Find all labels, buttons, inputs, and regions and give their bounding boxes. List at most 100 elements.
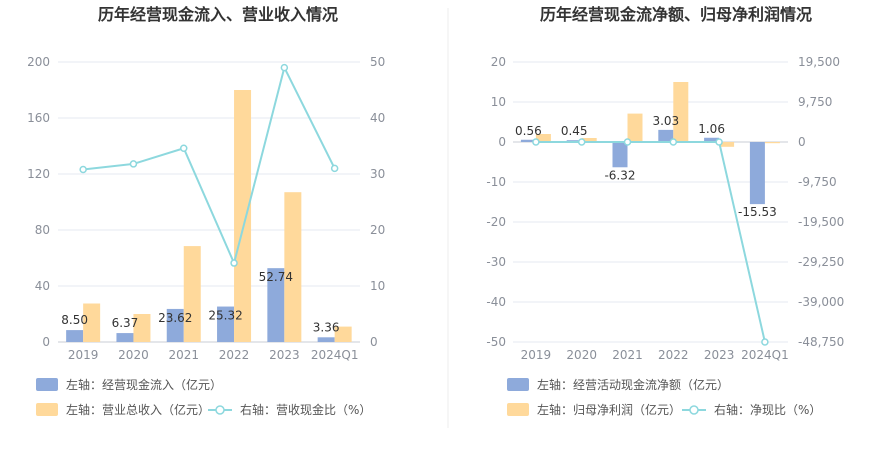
c2-bar-primary — [612, 142, 628, 168]
c2-x-tick-label: 2020 — [566, 348, 597, 362]
c2-bar-secondary — [719, 142, 735, 147]
c1-line-point — [330, 164, 339, 173]
c2-y-right-tick-label: -29,250 — [798, 255, 844, 269]
c2-bar-primary — [658, 129, 674, 142]
c2-chart-title: 历年经营现金流净额、归母净利润情况 — [540, 5, 812, 24]
c1-bar-secondary — [83, 303, 101, 342]
c2-y-left-tick-label: 0 — [498, 135, 506, 149]
c2-x-tick-label: 2022 — [658, 348, 689, 362]
c2-line-point — [623, 138, 632, 146]
c2-bar-data-label: 1.06 — [698, 122, 725, 136]
c1-legend-swatch-secondary — [36, 403, 58, 416]
c2-x-tick-label: 2024Q1 — [741, 348, 789, 362]
c2-legend-swatch-primary — [507, 378, 529, 391]
c1-bar-primary — [66, 330, 84, 342]
c2-bar-data-label: 3.03 — [652, 114, 679, 128]
c2-y-left-tick-label: -40 — [486, 295, 506, 309]
c1-y-right-tick-label: 0 — [370, 335, 378, 349]
c1-bar-data-label: 3.36 — [313, 320, 340, 334]
c2-line-series — [535, 141, 766, 343]
c1-legend-label-secondary: 左轴：营业总收入（亿元） — [66, 402, 210, 417]
c1-bar-primary — [217, 306, 235, 342]
c2-y-left-tick-label: -20 — [486, 215, 506, 229]
c1-y-right-tick-label: 30 — [370, 167, 385, 181]
c1-x-tick-label: 2023 — [269, 348, 300, 362]
c2-y-right-tick-label: 0 — [798, 135, 806, 149]
c2-y-right-tick-label: -39,000 — [798, 295, 844, 309]
c2-y-left-tick-label: -10 — [486, 175, 506, 189]
c2-bar-data-label: -6.32 — [604, 168, 635, 182]
c1-y-left-tick-label: 0 — [42, 335, 50, 349]
c2-x-tick-label: 2021 — [612, 348, 643, 362]
c2-y-right-tick-label: 19,500 — [798, 55, 840, 69]
c1-y-right-tick-label: 20 — [370, 223, 385, 237]
c1-bar-primary — [267, 268, 285, 342]
c2-x-tick-label: 2023 — [704, 348, 735, 362]
c1-line-point — [280, 63, 289, 72]
c2-legend-label-secondary: 左轴：归母净利润（亿元） — [537, 402, 681, 417]
c2-line-point — [577, 138, 586, 146]
c1-chart-title: 历年经营现金流入、营业收入情况 — [98, 5, 338, 24]
c2-line-point — [669, 138, 678, 146]
c2-bar-secondary — [673, 82, 689, 142]
c1-bar-data-label: 6.37 — [112, 316, 139, 330]
c2-line-point — [715, 138, 723, 146]
c1-legend-label-primary: 左轴：经营现金流入（亿元） — [66, 377, 222, 392]
c2-bar-data-label: 0.56 — [515, 124, 542, 138]
c1-x-tick-label: 2024Q1 — [311, 348, 359, 362]
c2-line-point — [532, 138, 540, 146]
c2-bar-data-label: -15.53 — [738, 205, 777, 219]
c2-bar-secondary — [581, 138, 597, 142]
c1-bar-secondary — [334, 326, 352, 342]
c1-line-point — [79, 165, 87, 174]
c1-x-tick-label: 2020 — [118, 348, 149, 362]
c2-bar-primary — [520, 139, 536, 142]
c1-legend-label-line: 右轴：营收现金比（%） — [240, 402, 371, 417]
c1-bar-primary — [317, 337, 335, 342]
c1-y-right-tick-label: 40 — [370, 111, 385, 125]
c1-bar-data-label: 8.50 — [61, 313, 88, 327]
c1-line-point — [129, 160, 138, 168]
c1-bar-primary — [116, 333, 134, 342]
c1-line-point — [180, 144, 188, 152]
c2-bar-primary — [704, 137, 720, 142]
c1-legend-swatch-primary — [36, 378, 58, 391]
c2-line-point — [761, 338, 769, 346]
c1-bar-secondary — [183, 246, 201, 342]
c2-y-left-tick-label: 10 — [491, 95, 506, 109]
c1-legend-line-marker — [215, 405, 225, 415]
c1-y-left-tick-label: 80 — [35, 223, 50, 237]
c2-y-right-tick-label: -19,500 — [798, 215, 844, 229]
c2-bar-primary — [749, 142, 765, 205]
c1-bar-primary — [166, 308, 184, 342]
c1-line-series — [83, 64, 336, 267]
c1-y-left-tick-label: 160 — [27, 111, 50, 125]
c1-bar-data-label: 23.62 — [158, 311, 192, 325]
c1-x-tick-label: 2022 — [219, 348, 250, 362]
c2-y-left-tick-label: -50 — [486, 335, 506, 349]
c2-y-left-tick-label: 20 — [491, 55, 506, 69]
c1-bar-secondary — [284, 192, 302, 342]
c2-y-left-tick-label: -30 — [486, 255, 506, 269]
c2-legend-swatch-secondary — [507, 403, 529, 416]
c1-line-point — [230, 259, 238, 267]
c1-x-tick-label: 2021 — [168, 348, 199, 362]
c2-y-right-tick-label: 9,750 — [798, 95, 832, 109]
c1-y-left-tick-label: 200 — [27, 55, 50, 69]
c2-bar-data-label: 0.45 — [561, 124, 588, 138]
c1-y-right-tick-label: 10 — [370, 279, 385, 293]
c1-y-right-tick-label: 50 — [370, 55, 385, 69]
c1-bar-secondary — [234, 90, 252, 342]
c1-bar-secondary — [133, 314, 151, 342]
c2-y-right-tick-label: -9,750 — [798, 175, 837, 189]
c2-legend-line-marker — [689, 405, 699, 415]
c1-bar-data-label: 52.74 — [259, 270, 293, 284]
c2-legend-label-primary: 左轴：经营活动现金流净额（亿元） — [537, 377, 729, 392]
c2-legend-label-line: 右轴：净现比（%） — [714, 402, 821, 417]
c2-y-right-tick-label: -48,750 — [798, 335, 844, 349]
c1-bar-data-label: 25.32 — [208, 309, 242, 323]
c1-y-left-tick-label: 40 — [35, 279, 50, 293]
c2-bar-secondary — [627, 113, 643, 142]
c1-x-tick-label: 2019 — [68, 348, 99, 362]
